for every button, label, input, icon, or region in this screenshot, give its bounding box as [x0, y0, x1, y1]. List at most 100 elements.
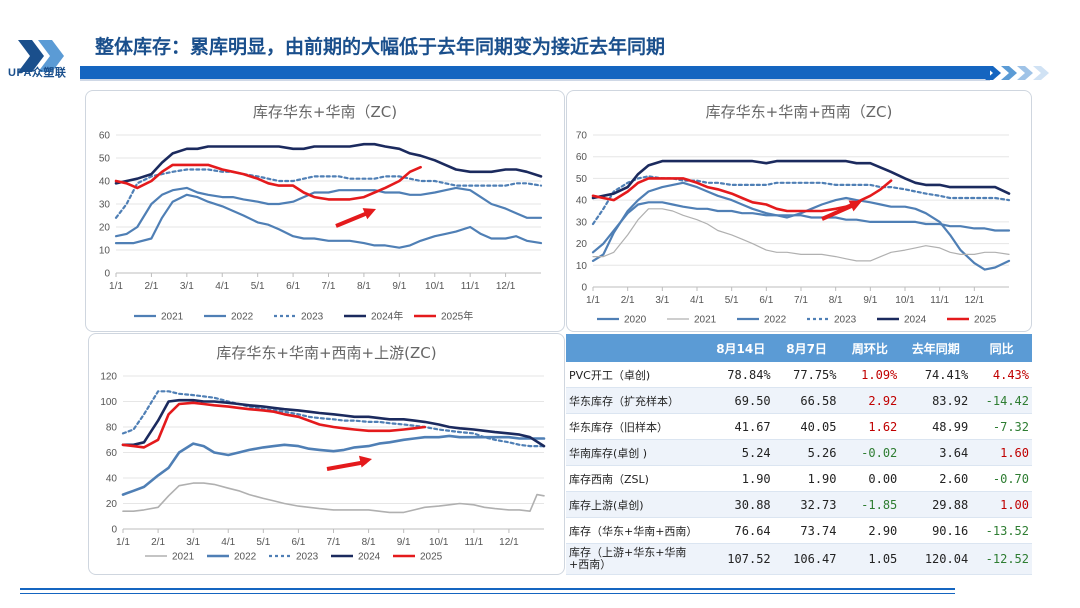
table-cell: 69.50 [707, 387, 774, 414]
table-header-row: 8月14日 8月7日 周环比 去年同期 同比 [566, 334, 1032, 362]
table-cell: 32.73 [773, 491, 840, 518]
page-title: 整体库存：累库明显，由前期的大幅低于去年同期变为接近去年同期 [95, 36, 666, 58]
x-tick-label: 3/1 [180, 281, 194, 292]
logo-mark-icon [18, 40, 64, 72]
x-tick-label: 5/1 [256, 537, 270, 548]
y-tick-label: 20 [106, 499, 118, 510]
y-tick-label: 10 [576, 261, 588, 272]
chart-panel-east-south: 库存华东+华南（ZC) 0 10 20 30 40 50 60 1/1 2/1 3/1 4/1 5/1… [85, 90, 565, 332]
row-label: 库存（上游+华东+华南+西南） [566, 543, 708, 575]
legend-label: 2020 [624, 315, 647, 326]
header-cell: 同比 [971, 334, 1032, 362]
y-tick-label: 120 [100, 372, 117, 383]
x-tick-label: 8/1 [362, 537, 376, 548]
table-cell: -0.02 [839, 439, 901, 466]
table-row: 库存西南（ZSL) 1.90 1.90 0.00 2.60 -0.70 [566, 465, 1032, 492]
series-line-2022 [114, 186, 543, 238]
table-row: 库存（华东+华南+西南） 76.64 73.74 2.90 90.16 -13.52 [566, 517, 1032, 544]
table-cell: 30.88 [707, 491, 774, 518]
trend-arrow [821, 202, 857, 221]
series-line-2025 [591, 177, 893, 213]
x-tick-label: 6/1 [286, 281, 300, 292]
x-tick-label: 1/1 [116, 537, 130, 548]
table-cell: 120.04 [900, 543, 972, 575]
x-tick-label: 11/1 [930, 295, 949, 306]
y-tick-label: 80 [106, 423, 118, 434]
legend-label: 2023 [296, 552, 319, 563]
series-line-2020 [591, 181, 1011, 271]
table-cell: 1.09% [839, 362, 901, 388]
table-cell: 78.84% [707, 362, 774, 388]
table-cell: 5.24 [707, 439, 774, 466]
table-cell: 2.90 [839, 517, 901, 544]
chart-title: 库存华东+华南+西南+上游(ZC) [216, 344, 437, 362]
table-cell: 77.75% [773, 362, 840, 388]
y-tick-label: 50 [576, 174, 588, 185]
table-cell: -12.52 [971, 543, 1032, 575]
x-tick-label: 12/1 [499, 537, 519, 548]
table-cell: 106.47 [773, 543, 840, 575]
x-tick-label: 6/1 [759, 295, 773, 306]
table-cell: 1.00 [971, 491, 1032, 518]
table-cell: 1.90 [773, 465, 840, 492]
table-cell: 73.74 [773, 517, 840, 544]
x-tick-label: 7/1 [327, 537, 341, 548]
header-cell: 去年同期 [900, 334, 972, 362]
x-tick-label: 8/1 [829, 295, 843, 306]
y-tick-label: 40 [106, 474, 118, 485]
y-tick-label: 60 [576, 152, 588, 163]
series-line-2021 [114, 193, 543, 249]
table-cell: -0.70 [971, 465, 1032, 492]
y-tick-label: 10 [99, 246, 111, 257]
header-cell [566, 334, 708, 362]
y-tick-label: 60 [99, 131, 111, 142]
x-tick-label: 12/1 [965, 295, 985, 306]
table-cell: 3.64 [900, 439, 972, 466]
y-tick-label: 30 [99, 200, 111, 211]
x-tick-label: 5/1 [725, 295, 739, 306]
header-cell: 8月7日 [773, 334, 840, 362]
table-cell: 76.64 [707, 517, 774, 544]
x-tick-label: 9/1 [392, 281, 406, 292]
x-tick-label: 7/1 [322, 281, 336, 292]
legend-label: 2023 [301, 312, 324, 323]
x-tick-label: 7/1 [794, 295, 808, 306]
legend-label: 2024年 [371, 310, 403, 323]
series-line-2023 [114, 168, 543, 219]
table-cell: -7.32 [971, 413, 1032, 440]
table-cell: 66.58 [773, 387, 840, 414]
table-cell: 5.26 [773, 439, 840, 466]
x-tick-label: 3/1 [655, 295, 669, 306]
legend-label: 2021 [161, 312, 184, 323]
table-cell: 74.41% [900, 362, 972, 388]
row-label: 华东库存（旧样本） [566, 413, 708, 440]
chart-total-inventory: 0 20 40 60 80 100 120 1/1 2/1 3/1 4/1 5/1 6/1 7/1 8/1 9… [100, 372, 546, 563]
chart-title: 库存华东+华南（ZC) [252, 103, 398, 121]
x-tick-label: 12/1 [496, 281, 516, 292]
x-tick-label: 1/1 [586, 295, 600, 306]
y-tick-label: 100 [100, 397, 117, 408]
table-cell: -14.42 [971, 387, 1032, 414]
series-line-2024 [591, 159, 1011, 200]
series-line-2022 [591, 201, 1011, 254]
row-label: PVC开工（卓创) [566, 362, 708, 388]
inventory-table: 8月14日 8月7日 周环比 去年同期 同比 PVC开工（卓创) 78.84% 77… [566, 334, 1032, 575]
footer-line [20, 588, 955, 590]
table-cell: 2.60 [900, 465, 972, 492]
chart-panel-east-south-southwest: 库存华东+华南+西南（ZC) 0 10 20 30 40 50 60 70 1/1 2/1 3/1 4… [566, 90, 1032, 332]
y-tick-label: 60 [106, 448, 118, 459]
table-cell: 107.52 [707, 543, 774, 575]
y-tick-label: 0 [111, 525, 117, 536]
legend-label: 2024 [358, 552, 381, 563]
table-cell: -13.52 [971, 517, 1032, 544]
x-tick-label: 3/1 [186, 537, 200, 548]
x-tick-label: 4/1 [221, 537, 235, 548]
footer-line-thin [20, 593, 955, 594]
series-line-2025 [121, 401, 427, 449]
x-tick-label: 4/1 [215, 281, 229, 292]
table-cell: -1.85 [839, 491, 901, 518]
table-cell: 29.88 [900, 491, 972, 518]
table-cell: 40.05 [773, 413, 840, 440]
legend-label: 2022 [764, 315, 787, 326]
chart-east-south: 0 10 20 30 40 50 60 1/1 2/1 3/1 4/1 5/1 6/1 7/1 8/1 9/1… [99, 131, 543, 323]
